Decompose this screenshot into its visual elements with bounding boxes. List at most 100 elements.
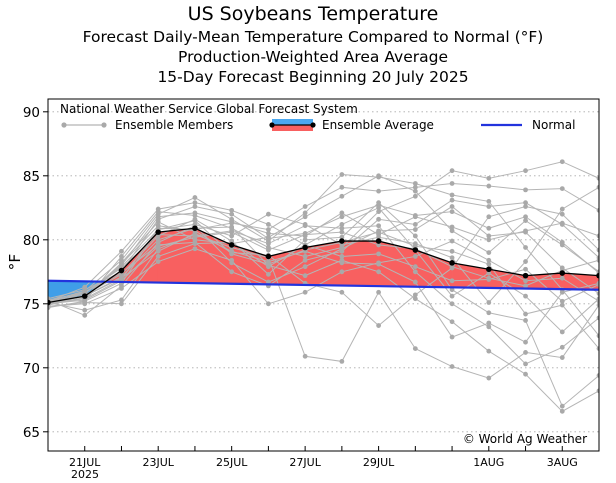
ensemble-member-6-point-11 — [449, 364, 455, 369]
ensemble-member-11-point-13 — [523, 204, 528, 209]
x-tick-label-23JUL: 23JUL — [142, 456, 174, 469]
ensemble-member-16-point-1 — [82, 300, 88, 305]
ensemble-member-5-point-9 — [376, 269, 381, 275]
ensemble-member-19-point-4 — [192, 231, 198, 236]
ensemble-member-13-point-14 — [559, 206, 565, 212]
ensemble-member-19-point-5 — [229, 248, 235, 254]
y-tick-labels: 65 70 75 80 85 90 — [23, 105, 40, 441]
ensemble-member-19-point-11 — [449, 334, 455, 340]
ensemble-member-2-point-13 — [523, 311, 528, 317]
ensemble-member-9-point-4 — [192, 246, 198, 252]
ensemble-member-19-point-6 — [266, 259, 271, 264]
ensemble-member-12-point-8 — [339, 234, 345, 240]
x-tick-label-27JUL: 27JUL — [289, 456, 321, 469]
ensemble-member-8-point-12 — [486, 225, 492, 231]
ensemble-member-17-point-11 — [449, 301, 455, 307]
ensemble-member-10-point-2 — [119, 257, 124, 263]
ensemble-member-13-point-13 — [523, 259, 528, 264]
ensemble-member-13-point-5 — [229, 233, 235, 239]
ensemble-member-20-point-10 — [412, 227, 418, 232]
ensemble-member-20-point-3 — [155, 239, 161, 245]
ensemble-member-4-point-11 — [449, 197, 455, 203]
ensemble-member-12-point-7 — [302, 237, 308, 243]
ensemble-member-16-point-15 — [596, 296, 599, 302]
ensemble-average-point-8 — [339, 238, 345, 244]
ensemble-member-19-point-12 — [486, 320, 492, 326]
ensemble-member-18-point-3 — [155, 225, 161, 231]
ensemble-member-10-point-13 — [523, 245, 528, 250]
ensemble-member-16-point-3 — [155, 254, 161, 259]
ensemble-member-13-point-8 — [339, 242, 345, 248]
x-tick-label-21JUL: 21JUL — [69, 456, 101, 469]
ensemble-member-8-point-14 — [559, 239, 565, 245]
ensemble-member-line-16 — [48, 207, 599, 333]
ensemble-member-5-point-13 — [523, 371, 528, 377]
ensemble-member-9-point-14 — [559, 275, 565, 281]
ensemble-member-20-point-1 — [82, 312, 88, 318]
ensemble-member-16-point-4 — [192, 241, 198, 247]
ensemble-average-point-12 — [486, 266, 492, 273]
ensemble-member-4-point-13 — [523, 200, 528, 206]
x-year-label: 2025 — [71, 468, 99, 481]
ensemble-member-15-point-9 — [376, 251, 381, 257]
ensemble-member-15-point-4 — [192, 200, 198, 206]
ensemble-member-17-point-8 — [339, 225, 345, 231]
legend: National Weather Service Global Forecast… — [60, 102, 575, 132]
ensemble-member-19-point-13 — [523, 339, 528, 345]
ensemble-average-point-4 — [192, 225, 198, 232]
ensemble-member-12-point-2 — [119, 271, 124, 277]
ensemble-member-10-point-12 — [486, 199, 492, 204]
ensemble-member-10-point-15 — [596, 333, 599, 339]
ensemble-member-3-point-7 — [302, 214, 308, 220]
ensemble-member-18-point-12 — [486, 183, 492, 189]
ensemble-member-5-point-7 — [302, 273, 308, 279]
x-tick-label-1AUG: 1AUG — [473, 456, 504, 469]
ensemble-member-19-point-10 — [412, 279, 418, 285]
ensemble-member-13-point-10 — [412, 241, 418, 247]
normal-line — [48, 279, 599, 291]
ensemble-member-13-point-15 — [596, 184, 599, 190]
ensemble-member-14-point-3 — [155, 214, 161, 220]
ensemble-member-16-point-11 — [449, 293, 455, 299]
ensemble-member-15-point-14 — [559, 298, 565, 304]
ensemble-member-4-point-10 — [412, 222, 418, 227]
legend-average-dot-right — [310, 122, 316, 128]
ensemble-member-20-point-5 — [229, 260, 235, 266]
ensemble-member-19-point-15 — [596, 280, 599, 286]
ensemble-member-15-point-1 — [82, 284, 88, 290]
ensemble-member-line-6 — [48, 234, 599, 379]
ensemble-member-15-point-10 — [412, 264, 418, 270]
ensemble-member-14-point-12 — [486, 237, 492, 243]
ensemble-member-line-20 — [48, 205, 599, 316]
ensemble-member-12-point-6 — [266, 271, 271, 277]
ensemble-member-6-point-14 — [559, 355, 565, 360]
ensemble-average-point-0 — [48, 299, 51, 306]
ensemble-member-line-12 — [48, 201, 599, 408]
ensemble-average-point-13 — [522, 272, 529, 279]
ensemble-average-point-7 — [302, 244, 308, 251]
ensemble-average-layer — [48, 225, 599, 306]
ensemble-member-18-point-9 — [376, 188, 381, 194]
ensemble-member-10-point-9 — [376, 174, 381, 180]
ensemble-average-point-6 — [265, 253, 272, 260]
chart-subtitle-3: 15-Day Forecast Beginning 20 July 2025 — [157, 68, 468, 86]
ensemble-member-16-point-6 — [266, 264, 271, 270]
legend-normal-label: Normal — [532, 118, 575, 132]
ensemble-member-13-point-6 — [266, 211, 271, 217]
ensemble-member-18-point-6 — [266, 227, 271, 232]
ensemble-member-10-point-8 — [339, 172, 345, 177]
x-tick-label-3AUG: 3AUG — [547, 456, 578, 469]
ensemble-member-12-point-12 — [486, 310, 492, 316]
y-tick-label-70: 70 — [23, 361, 40, 377]
ensemble-member-7-point-11 — [449, 168, 455, 174]
ensemble-member-line-5 — [48, 226, 599, 412]
ensemble-member-18-point-14 — [559, 186, 565, 192]
ensemble-member-5-point-11 — [449, 319, 455, 325]
ensemble-member-line-9 — [48, 240, 599, 307]
ensemble-member-12-point-11 — [449, 287, 455, 293]
ensemble-member-13-point-11 — [449, 255, 455, 261]
ensemble-member-11-point-8 — [339, 289, 345, 295]
ensemble-member-18-point-8 — [339, 184, 345, 190]
ensemble-member-20-point-15 — [596, 291, 599, 296]
legend-members-label: Ensemble Members — [115, 118, 233, 132]
